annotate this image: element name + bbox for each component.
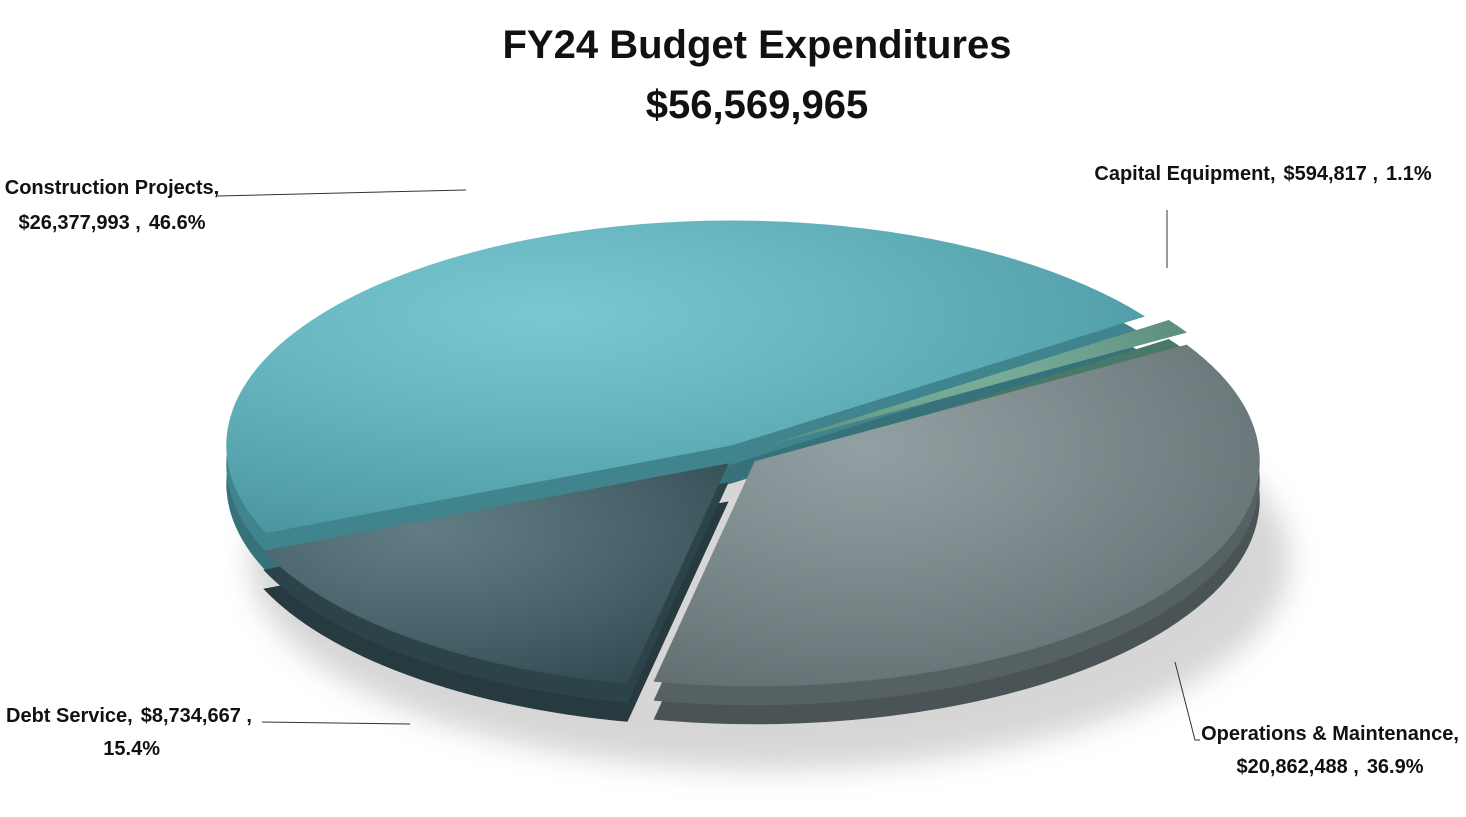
label-percent: 1.1% <box>1386 163 1432 185</box>
data-label: $20,862,488 , 36.9% <box>1236 756 1423 778</box>
chart-subtitle: $56,569,965 <box>646 83 868 127</box>
leader-line <box>261 721 411 725</box>
data-label: Operations & Maintenance, <box>1201 723 1459 745</box>
label-value: $594,817 , <box>1284 163 1379 185</box>
slice-shine <box>226 220 1145 533</box>
data-label: 15.4% <box>103 738 160 760</box>
slice-shine <box>263 463 729 684</box>
data-label: Construction Projects, <box>5 177 219 199</box>
slice-shine <box>653 344 1260 687</box>
label-percent: 46.6% <box>149 212 206 234</box>
label-value: $26,377,993 , <box>18 212 140 234</box>
label-percent: 15.4% <box>103 738 160 760</box>
label-category: Construction Projects, <box>5 177 219 199</box>
data-label: $26,377,993 , 46.6% <box>18 212 205 234</box>
label-category: Operations & Maintenance, <box>1201 723 1459 745</box>
slice-shine <box>755 320 1187 450</box>
data-label: Debt Service, $8,734,667 , <box>6 705 252 727</box>
chart-title: FY24 Budget Expenditures <box>503 23 1012 67</box>
label-category: Capital Equipment, <box>1094 163 1275 185</box>
label-percent: 36.9% <box>1367 756 1424 778</box>
label-category: Debt Service, <box>6 705 133 727</box>
label-value: $20,862,488 , <box>1236 756 1358 778</box>
label-value: $8,734,667 , <box>141 705 252 727</box>
leader-line <box>217 189 467 197</box>
leader-line <box>1174 661 1200 741</box>
data-label: Capital Equipment, $594,817 , 1.1% <box>1094 163 1431 185</box>
